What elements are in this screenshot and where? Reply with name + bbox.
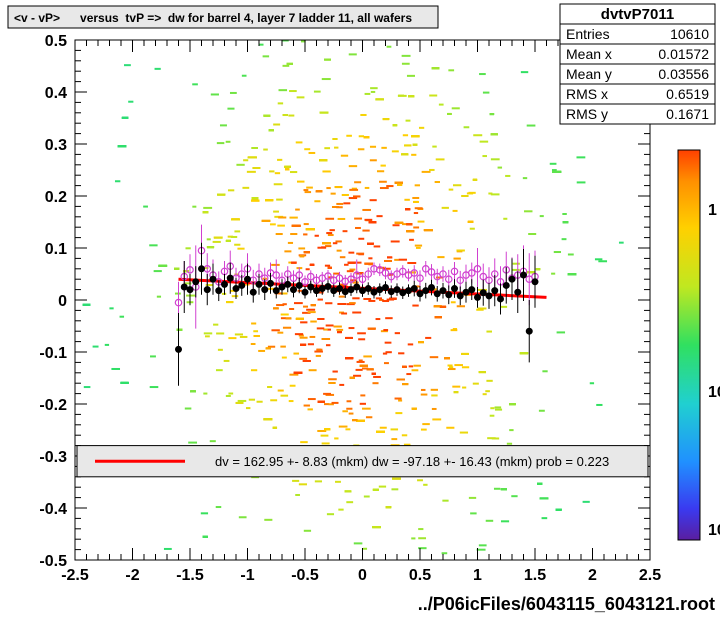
root-canvas: { "title_html": "&lt;v - vP&gt;&nbsp;&nb… <box>0 0 720 620</box>
stats-value: 0.03556 <box>658 66 709 82</box>
stats-label: RMS y <box>566 106 608 122</box>
stats-label: Entries <box>566 26 610 42</box>
colorbar-label: 1 <box>708 202 717 219</box>
stats-label: RMS x <box>566 86 608 102</box>
stats-label: Mean y <box>566 66 612 82</box>
svg-text:0.3: 0.3 <box>45 137 67 154</box>
y-axis: -0.5 -0.4 -0.3 -0.2 -0.1 0 0.1 0.2 0.3 0.4 0.5 <box>39 33 650 570</box>
svg-text:0.5: 0.5 <box>409 567 431 584</box>
stats-value: 0.6519 <box>666 86 709 102</box>
colorbar <box>678 150 700 540</box>
svg-text:-1.5: -1.5 <box>176 567 204 584</box>
svg-text:0: 0 <box>358 567 367 584</box>
stats-label: Mean x <box>566 46 612 62</box>
plot-title: <v - vP> versus tvP => dw for barrel 4, … <box>14 11 412 25</box>
stats-value: 0.1671 <box>666 106 709 122</box>
footer-path: ../P06icFiles/6043115_6043121.root <box>418 594 715 614</box>
stats-value: 10610 <box>670 26 709 42</box>
svg-text:1: 1 <box>473 567 482 584</box>
svg-text:-0.5: -0.5 <box>291 567 319 584</box>
svg-text:-2: -2 <box>125 567 139 584</box>
svg-text:-0.5: -0.5 <box>39 553 67 570</box>
svg-text:0: 0 <box>58 293 67 310</box>
plot-svg: -2.5-2-1.5-1-0.500.511.522.5-0.5-0.4-0.3… <box>0 0 720 620</box>
svg-text:2.5: 2.5 <box>639 567 661 584</box>
svg-text:0.4: 0.4 <box>45 85 67 102</box>
colorbar-label: 10 <box>708 384 720 401</box>
svg-text:0.5: 0.5 <box>45 33 67 50</box>
legend-text: dv = 162.95 +- 8.83 (mkm) dw = -97.18 +-… <box>215 454 609 469</box>
svg-text:0.1: 0.1 <box>45 241 67 258</box>
svg-text:-1: -1 <box>240 567 254 584</box>
svg-text:-0.1: -0.1 <box>39 345 67 362</box>
svg-text:1.5: 1.5 <box>524 567 546 584</box>
colorbar-label: 10 <box>708 522 720 539</box>
stats-name: dvtvP7011 <box>601 6 674 23</box>
svg-text:-0.4: -0.4 <box>39 501 67 518</box>
stats-value: 0.01572 <box>658 46 709 62</box>
svg-text:2: 2 <box>588 567 597 584</box>
svg-text:-0.2: -0.2 <box>39 397 67 414</box>
svg-text:0.2: 0.2 <box>45 189 67 206</box>
svg-text:-0.3: -0.3 <box>39 449 67 466</box>
